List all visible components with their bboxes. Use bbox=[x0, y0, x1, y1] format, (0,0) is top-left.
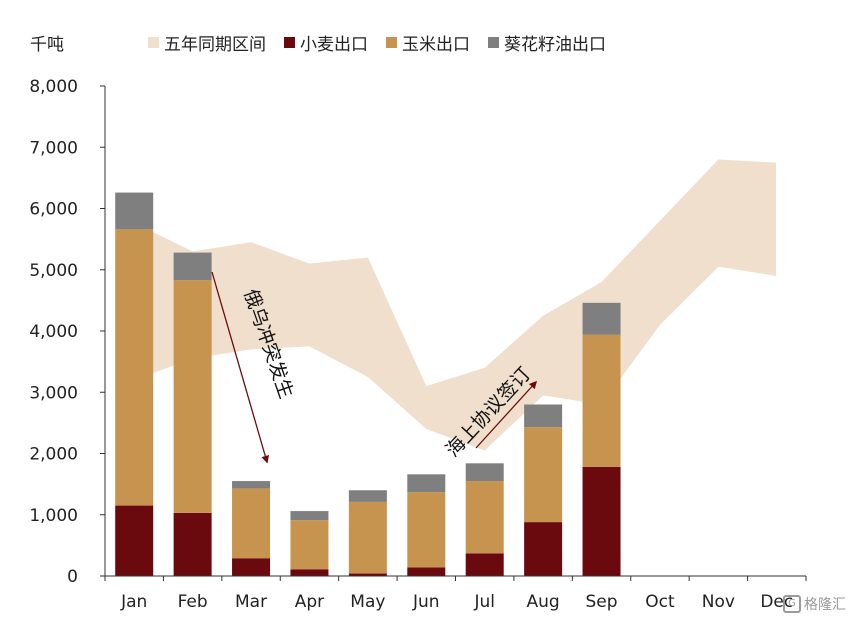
x-tick-label: Mar bbox=[235, 592, 267, 612]
legend-item-band: 五年同期区间 bbox=[148, 30, 266, 55]
legend-item-corn: 玉米出口 bbox=[386, 30, 470, 55]
watermark-text: 格隆汇 bbox=[804, 597, 846, 613]
y-tick-label: 8,000 bbox=[29, 77, 78, 97]
x-tick-label: Nov bbox=[702, 592, 735, 612]
corn-bar-may bbox=[348, 501, 387, 574]
corn-bar-aug bbox=[524, 427, 563, 523]
corn-bar-jan bbox=[115, 229, 154, 506]
wheat-bar-jun bbox=[407, 567, 446, 576]
x-tick-label: Apr bbox=[295, 592, 324, 612]
corn-bar-apr bbox=[290, 520, 329, 570]
y-tick-label: 0 bbox=[67, 567, 78, 587]
wheat-bar-apr bbox=[290, 569, 329, 576]
y-tick-label: 4,000 bbox=[29, 322, 78, 342]
chart-legend: 五年同期区间 小麦出口 玉米出口 葵花籽油出口 bbox=[148, 30, 624, 55]
x-tick-label: Jul bbox=[473, 592, 495, 612]
wheat-bar-jan bbox=[115, 505, 154, 576]
sunflower-oil-bar-jun bbox=[407, 474, 446, 493]
y-tick-label: 2,000 bbox=[29, 445, 78, 465]
corn-bar-mar bbox=[232, 488, 271, 559]
y-tick-label: 1,000 bbox=[29, 506, 78, 526]
gelonghui-logo-icon: G bbox=[783, 595, 801, 613]
sunflower-oil-bar-jul bbox=[465, 463, 504, 482]
wheat-bar-feb bbox=[173, 512, 212, 576]
legend-item-wheat: 小麦出口 bbox=[284, 30, 368, 55]
legend-item-sunflower-oil: 葵花籽油出口 bbox=[488, 30, 606, 55]
conflict-arrow bbox=[211, 271, 270, 464]
x-tick-label: Oct bbox=[645, 592, 675, 612]
wheat-bar-sep bbox=[582, 466, 621, 576]
y-tick-label: 3,000 bbox=[29, 383, 78, 403]
legend-swatch-sunflower-oil bbox=[488, 37, 499, 48]
corn-bar-sep bbox=[582, 334, 621, 467]
x-tick-label: May bbox=[350, 592, 385, 612]
x-tick-label: Jan bbox=[120, 592, 147, 612]
sunflower-oil-bar-may bbox=[348, 490, 387, 502]
y-tick-label: 7,000 bbox=[29, 138, 78, 158]
sunflower-oil-bar-feb bbox=[173, 252, 212, 281]
legend-label-wheat: 小麦出口 bbox=[300, 35, 368, 55]
x-tick-label: Feb bbox=[178, 592, 208, 612]
legend-label-sunflower-oil: 葵花籽油出口 bbox=[504, 35, 606, 55]
x-tick-label: Aug bbox=[527, 592, 560, 612]
legend-label-corn: 玉米出口 bbox=[402, 35, 470, 55]
sunflower-oil-bar-mar bbox=[232, 481, 271, 489]
x-tick-label: Jun bbox=[412, 592, 440, 612]
agreement-arrow bbox=[475, 380, 538, 449]
wheat-bar-aug bbox=[524, 522, 563, 576]
x-tick-label: Sep bbox=[586, 592, 618, 612]
sunflower-oil-bar-apr bbox=[290, 511, 329, 521]
corn-bar-feb bbox=[173, 280, 212, 513]
wheat-bar-mar bbox=[232, 558, 271, 576]
y-tick-label: 5,000 bbox=[29, 261, 78, 281]
corn-bar-jul bbox=[465, 481, 504, 554]
sunflower-oil-bar-aug bbox=[524, 404, 563, 428]
legend-swatch-wheat bbox=[284, 37, 295, 48]
y-axis-unit-label: 千吨 bbox=[30, 35, 64, 55]
wheat-bar-jul bbox=[465, 553, 504, 576]
y-tick-label: 6,000 bbox=[29, 200, 78, 220]
wheat-bar-may bbox=[348, 573, 387, 576]
legend-label-band: 五年同期区间 bbox=[164, 35, 266, 55]
sunflower-oil-bar-jan bbox=[115, 192, 154, 230]
legend-swatch-corn bbox=[386, 37, 397, 48]
corn-bar-jun bbox=[407, 492, 446, 568]
watermark: G 格隆汇 bbox=[783, 594, 846, 614]
five-year-range-band bbox=[117, 159, 776, 451]
legend-swatch-band bbox=[148, 37, 159, 48]
sunflower-oil-bar-sep bbox=[582, 302, 621, 335]
